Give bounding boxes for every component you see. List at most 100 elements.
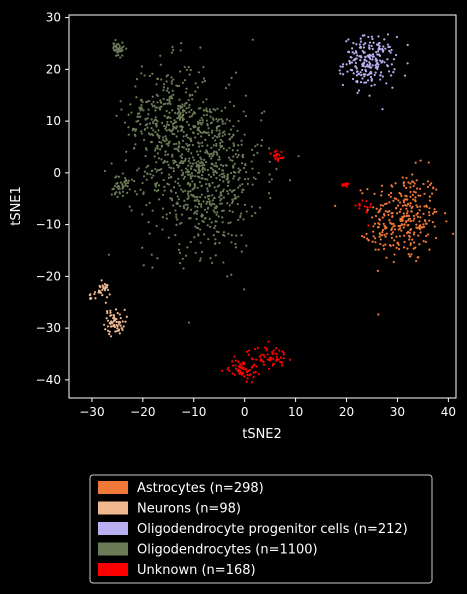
y-tick-label: −10	[36, 218, 61, 232]
data-point	[412, 219, 415, 222]
data-point	[240, 139, 243, 142]
data-point	[189, 173, 192, 176]
data-point	[237, 218, 240, 221]
data-point	[269, 196, 272, 200]
data-point	[388, 45, 391, 48]
data-point	[175, 213, 178, 216]
data-point	[207, 131, 210, 134]
data-point	[212, 152, 215, 155]
data-point	[181, 81, 184, 84]
data-point	[187, 99, 190, 102]
data-point	[185, 142, 188, 145]
data-point	[186, 246, 189, 249]
data-point	[106, 288, 110, 292]
data-point	[115, 324, 118, 327]
data-point	[221, 140, 224, 144]
data-point	[143, 170, 146, 173]
data-point	[412, 241, 416, 244]
data-point	[232, 142, 235, 145]
data-point	[425, 205, 428, 208]
data-point	[192, 125, 195, 128]
data-point	[119, 100, 122, 103]
data-point	[380, 234, 384, 237]
data-point	[268, 180, 271, 183]
data-point	[158, 108, 162, 111]
data-point	[200, 135, 203, 138]
data-point	[418, 243, 421, 246]
data-point	[413, 182, 416, 185]
data-point	[405, 212, 409, 215]
data-point	[94, 297, 97, 300]
data-point	[414, 161, 417, 164]
data-point	[201, 250, 204, 253]
data-point	[123, 181, 126, 184]
data-point	[179, 125, 182, 128]
data-point	[198, 170, 201, 174]
data-point	[228, 369, 231, 372]
data-point	[407, 253, 410, 256]
data-point	[240, 234, 243, 237]
data-point	[189, 167, 193, 171]
data-point	[201, 121, 204, 124]
data-point	[217, 118, 221, 121]
data-point	[366, 206, 369, 209]
data-point	[140, 103, 143, 107]
data-point	[215, 144, 218, 147]
data-point	[175, 147, 178, 150]
data-point	[396, 204, 400, 207]
data-point	[209, 115, 212, 118]
data-point	[281, 361, 284, 364]
data-point	[176, 117, 179, 120]
data-point	[161, 121, 164, 124]
data-point	[372, 235, 375, 238]
data-point	[121, 172, 124, 175]
data-point	[170, 51, 173, 54]
data-point	[130, 111, 133, 114]
data-point	[271, 352, 274, 355]
data-point	[212, 234, 215, 237]
data-point	[348, 62, 352, 65]
data-point	[397, 228, 400, 231]
data-point	[148, 122, 152, 125]
data-point	[174, 121, 177, 124]
data-point	[171, 122, 174, 125]
data-point	[213, 134, 216, 138]
data-point	[250, 148, 254, 151]
data-point	[398, 210, 401, 213]
data-point	[190, 115, 193, 118]
data-point	[167, 176, 171, 179]
data-point	[137, 119, 140, 122]
data-point	[244, 94, 247, 97]
data-point	[230, 76, 233, 79]
data-point	[104, 285, 107, 288]
data-point	[215, 230, 219, 233]
data-point	[209, 257, 212, 260]
data-point	[226, 202, 229, 205]
data-point	[171, 132, 174, 135]
data-point	[117, 185, 120, 188]
data-point	[159, 63, 162, 66]
data-point	[200, 205, 203, 208]
data-point	[114, 330, 117, 333]
data-point	[104, 328, 107, 331]
data-point	[377, 248, 380, 251]
data-point	[156, 101, 159, 104]
data-point	[392, 58, 396, 61]
data-point	[357, 73, 360, 76]
data-point	[119, 181, 122, 184]
data-point	[155, 170, 158, 173]
data-point	[220, 117, 223, 121]
data-point	[419, 231, 422, 234]
x-tick-label: −20	[130, 405, 155, 419]
data-point	[279, 356, 282, 359]
data-point	[378, 223, 381, 226]
data-point	[110, 162, 113, 165]
data-point	[376, 53, 379, 56]
data-point	[361, 235, 364, 238]
data-point	[202, 101, 205, 104]
data-point	[222, 180, 225, 183]
data-point	[181, 115, 184, 118]
data-point	[214, 224, 217, 228]
data-point	[190, 165, 193, 168]
data-point	[145, 178, 148, 181]
